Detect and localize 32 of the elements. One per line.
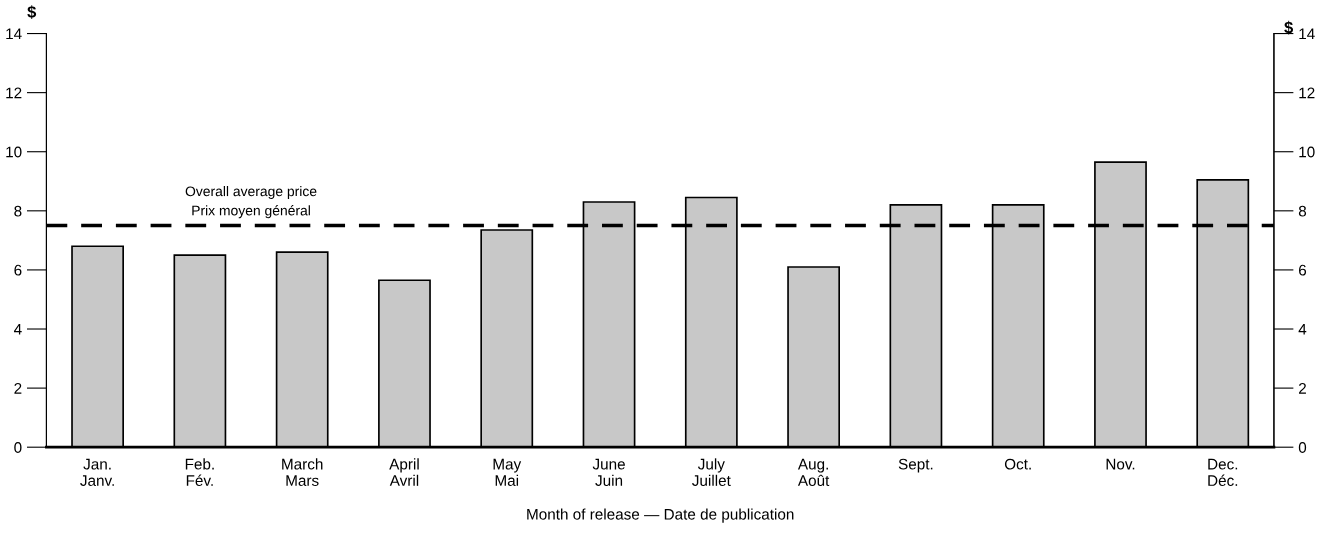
ref-line-label: Overall average price Prix moyen général — [185, 186, 317, 219]
y2-tick-label: 2 — [1298, 382, 1306, 394]
x-tick-label: Aug. Août — [797, 458, 830, 486]
y-tick-label: 8 — [14, 205, 22, 217]
y2-tick-label: 8 — [1298, 205, 1307, 217]
y2-tick-label: 10 — [1299, 146, 1315, 158]
x-tick-label: July Juillet — [692, 458, 731, 486]
y2-tick-label: 4 — [1298, 324, 1307, 335]
x-tick-label: Dec. Déc. — [1208, 458, 1238, 486]
y-tick-label: 10 — [6, 146, 22, 158]
x-tick-label: March Mars — [282, 458, 323, 486]
y2-tick-label: 0 — [1298, 442, 1307, 453]
y-tick-label: 0 — [14, 442, 22, 453]
x-tick-label: Feb. Fév. — [185, 458, 214, 486]
y2-tick-label: 12 — [1299, 87, 1315, 99]
x-tick-label: Nov. — [1106, 458, 1135, 470]
x-tick-label: Sept. — [898, 458, 933, 473]
y-tick-label: 12 — [6, 87, 22, 99]
y2-axis-title: $ — [1284, 20, 1294, 35]
x-tick-label: June Juin — [592, 458, 625, 486]
y-tick-label: 2 — [14, 382, 22, 394]
x-tick-label: May Mai — [493, 458, 522, 486]
x-axis-title: Month of release — Date de publication — [527, 508, 794, 523]
x-tick-label: Oct. — [1004, 458, 1031, 470]
y2-tick-label: 6 — [1299, 264, 1307, 276]
y-tick-label: 6 — [14, 264, 22, 276]
y-tick-label: 14 — [6, 28, 22, 40]
y2-tick-label: 14 — [1299, 28, 1315, 40]
y-tick-label: 4 — [13, 324, 22, 335]
y-axis-title: $ — [27, 5, 37, 19]
x-tick-label: Jan. Janv. — [80, 458, 114, 486]
x-tick-label: April Avril — [389, 458, 419, 486]
